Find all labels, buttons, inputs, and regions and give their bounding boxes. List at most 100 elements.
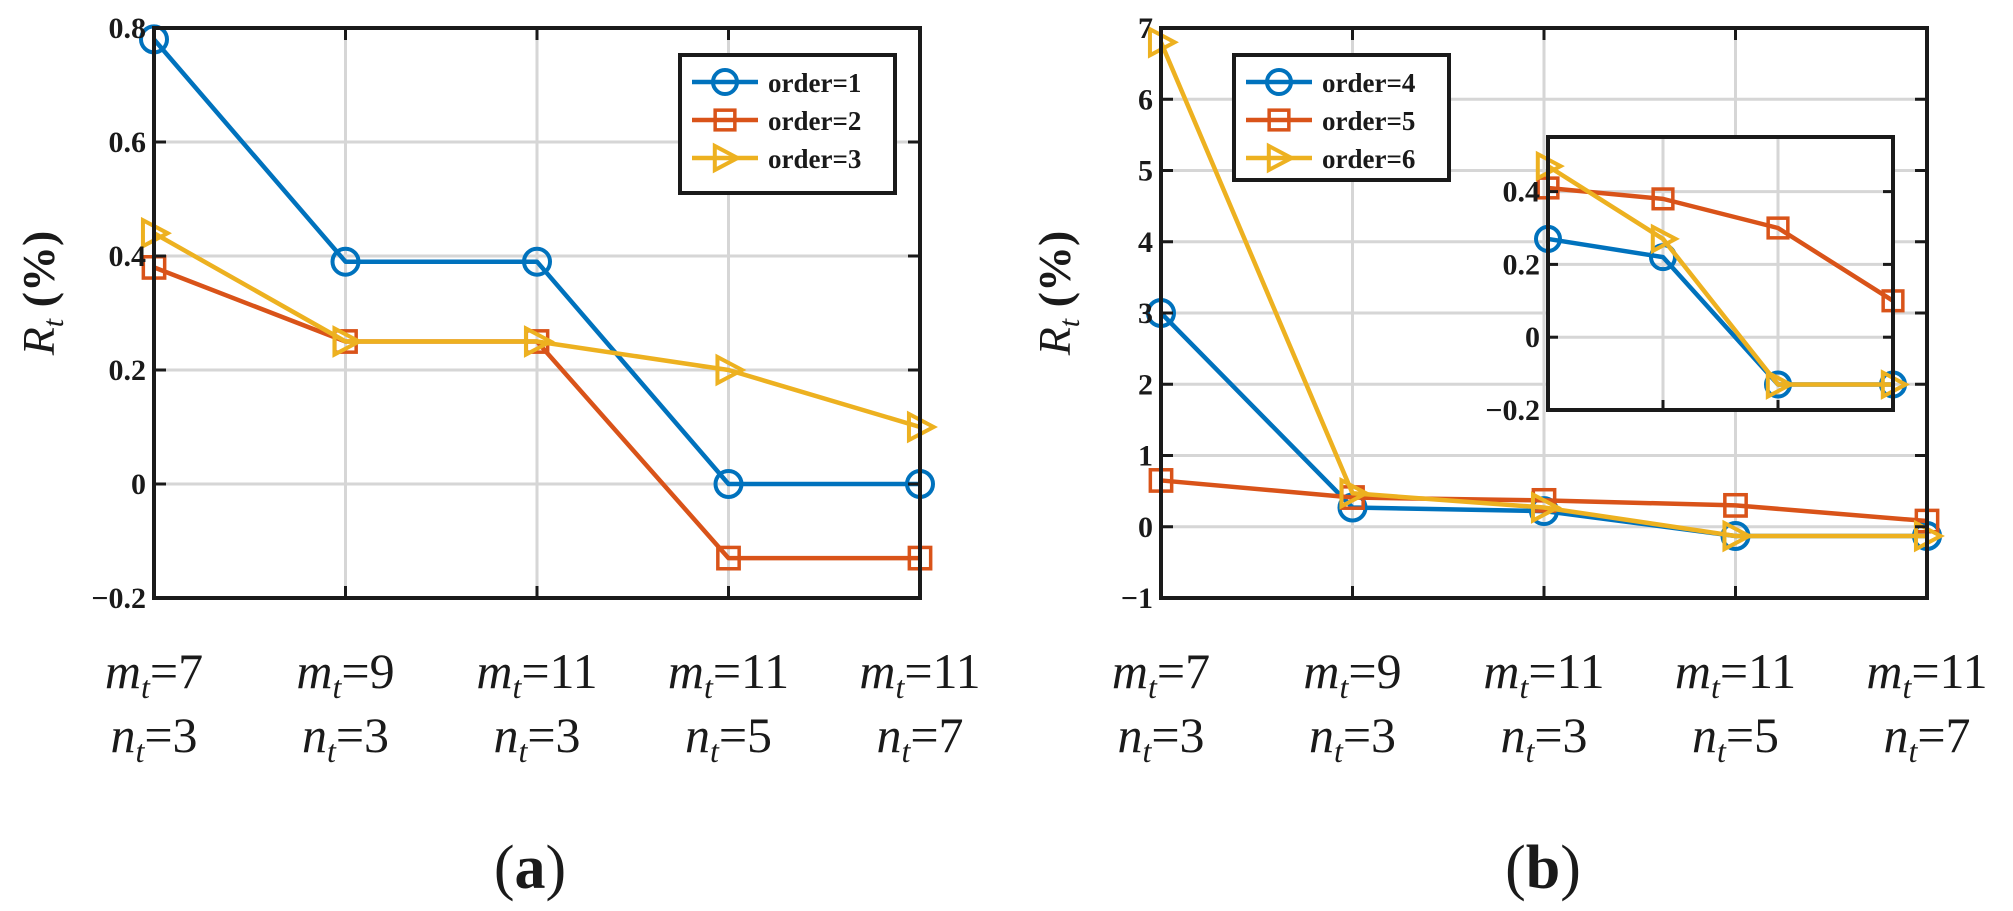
x-label-value: =5 <box>1726 707 1779 763</box>
data-point-order=2 <box>716 545 741 571</box>
y-label-unit: (%) <box>13 231 64 319</box>
panel-paren: ( <box>494 834 515 902</box>
x-category-label: nt=5 <box>685 707 772 769</box>
y-tick-label: 6 <box>1138 83 1153 116</box>
data-point-order=6 <box>1722 519 1754 553</box>
inset-axes-box <box>1546 135 1895 412</box>
x-label-subscript: t <box>1902 669 1912 705</box>
x-label-subscript: t <box>704 669 714 705</box>
inset-data-point-order=6 <box>1650 223 1680 255</box>
x-label-value: =11 <box>713 643 789 699</box>
x-label-value: =7 <box>1157 643 1210 699</box>
x-label-value: =7 <box>1917 707 1970 763</box>
series-line-order=6 <box>1158 41 1927 539</box>
x-label-subscript: t <box>135 733 145 769</box>
x-label-symbol: m <box>476 643 512 699</box>
x-label-symbol: m <box>1303 643 1339 699</box>
y-axis-label: Rt (%) <box>13 231 70 357</box>
x-category-label: nt=3 <box>302 707 389 769</box>
panel-paren: ) <box>1560 834 1581 902</box>
inset-data-point-order=5 <box>1651 187 1675 211</box>
x-label-value: =11 <box>1528 643 1604 699</box>
x-category-label: nt=3 <box>110 707 197 769</box>
y-tick-label: 0 <box>131 468 146 501</box>
y-tick-label: −0.2 <box>91 582 146 615</box>
x-label-value: =3 <box>1534 707 1587 763</box>
inset-y-tick-label: −0.2 <box>1485 394 1540 427</box>
x-label-subscript: t <box>333 669 343 705</box>
x-label-subscript: t <box>1142 733 1152 769</box>
x-label-symbol: n <box>1692 707 1717 763</box>
legend-label-order=5: order=5 <box>1322 106 1415 136</box>
data-point-order=3 <box>523 325 555 358</box>
y-label-symbol: R <box>1029 327 1080 356</box>
x-category-label: mt=7 <box>105 643 203 705</box>
data-point-order=6 <box>1339 476 1371 510</box>
legend-marker-order=1 <box>711 68 739 96</box>
y-label-subscript: t <box>37 318 70 327</box>
x-label-value: =11 <box>1720 643 1796 699</box>
x-label-value: =9 <box>1348 643 1401 699</box>
x-label-subscript: t <box>1519 669 1529 705</box>
x-label-value: =7 <box>910 707 963 763</box>
x-category-label: nt=5 <box>1692 707 1779 769</box>
panel-paren: ) <box>546 834 567 902</box>
x-category-label: nt=7 <box>1883 707 1970 769</box>
x-category-label: mt=11 <box>1866 643 1987 705</box>
x-label-subscript: t <box>1711 669 1721 705</box>
legend-marker-order=2 <box>713 108 737 132</box>
inset-series-line-order=5 <box>1547 185 1895 303</box>
x-label-symbol: n <box>493 707 518 763</box>
legend-marker-order=4 <box>1265 68 1293 96</box>
x-label-symbol: n <box>876 707 901 763</box>
x-label-value: =7 <box>150 643 203 699</box>
x-category-label: nt=3 <box>1117 707 1204 769</box>
series-line-order=1 <box>152 37 920 487</box>
x-label-value: =3 <box>1343 707 1396 763</box>
inset-background <box>1548 137 1893 410</box>
x-label-subscript: t <box>327 733 337 769</box>
series-line-order=3 <box>152 231 921 430</box>
x-label-symbol: m <box>1866 643 1902 699</box>
legend-label-order=1: order=1 <box>768 68 861 98</box>
data-point-order=5 <box>1723 492 1748 518</box>
x-label-symbol: m <box>105 643 141 699</box>
x-label-value: =3 <box>336 707 389 763</box>
x-category-label: mt=7 <box>1112 643 1210 705</box>
legend-label-order=6: order=6 <box>1322 144 1415 174</box>
y-axis-label: Rt (%) <box>1029 231 1086 357</box>
x-label-symbol: m <box>668 643 704 699</box>
inset-y-tick-label: 0.4 <box>1503 176 1541 209</box>
x-label-symbol: n <box>1117 707 1142 763</box>
x-label-value: =5 <box>719 707 772 763</box>
panel-label: (b) <box>1505 834 1581 902</box>
y-label-unit: (%) <box>1029 231 1080 319</box>
x-label-value: =11 <box>1911 643 1987 699</box>
x-label-symbol: m <box>1675 643 1711 699</box>
panel-paren: ( <box>1505 834 1526 902</box>
x-label-subscript: t <box>1148 669 1158 705</box>
x-category-label: mt=11 <box>668 643 789 705</box>
y-tick-label: 0.4 <box>109 240 147 273</box>
panel-letter: b <box>1526 834 1560 902</box>
y-tick-label: 0.2 <box>109 354 147 387</box>
legend-marker-order=5 <box>1267 108 1291 132</box>
x-label-symbol: m <box>296 643 332 699</box>
y-tick-label: 2 <box>1138 368 1153 401</box>
panel-letter: a <box>515 834 546 902</box>
x-label-subscript: t <box>1334 733 1344 769</box>
y-tick-label: 7 <box>1138 12 1153 45</box>
x-label-symbol: n <box>302 707 327 763</box>
x-label-value: =11 <box>521 643 597 699</box>
x-label-value: =11 <box>904 643 980 699</box>
inset-y-tick-label: 0 <box>1525 321 1540 354</box>
data-point-order=1 <box>713 469 744 499</box>
x-label-symbol: n <box>685 707 710 763</box>
data-point-order=1 <box>522 246 552 277</box>
x-label-subscript: t <box>1525 733 1535 769</box>
x-label-symbol: n <box>1883 707 1908 763</box>
x-label-subscript: t <box>141 669 151 705</box>
x-label-value: =3 <box>527 707 580 763</box>
y-tick-label: 0.6 <box>109 126 147 159</box>
